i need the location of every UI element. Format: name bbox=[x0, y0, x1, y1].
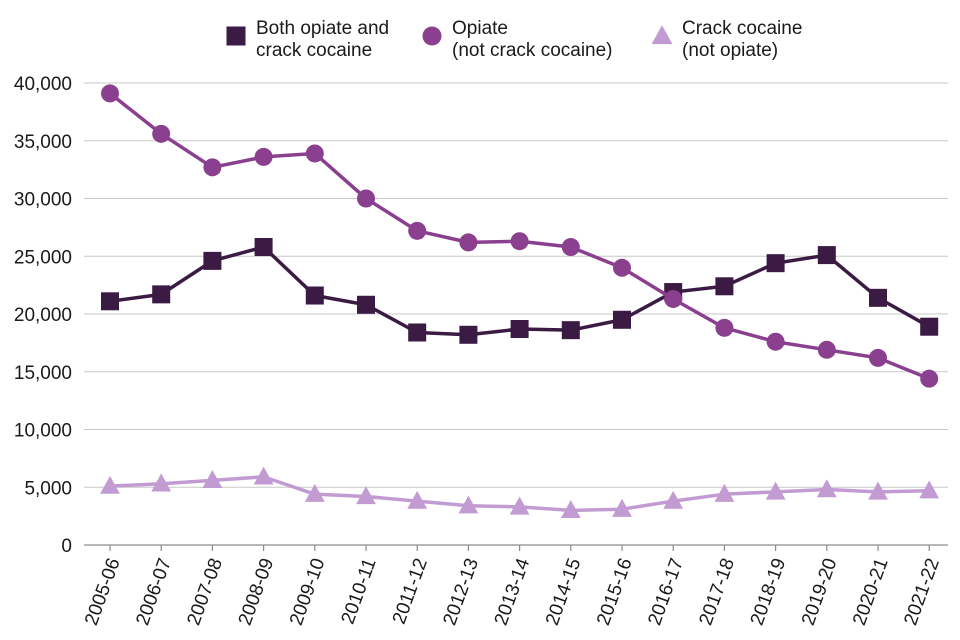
series-triangle bbox=[100, 466, 940, 519]
data-point bbox=[356, 486, 376, 505]
x-tick-label: 2014-15 bbox=[542, 556, 586, 629]
data-point bbox=[101, 292, 119, 311]
series-circle bbox=[101, 84, 939, 388]
data-point bbox=[664, 289, 683, 308]
data-point bbox=[407, 490, 428, 509]
legend-label: Opiate bbox=[452, 18, 508, 39]
x-tick-label: 2020-21 bbox=[849, 556, 893, 629]
data-point bbox=[561, 321, 580, 340]
y-tick-label: 40,000 bbox=[14, 74, 72, 95]
legend-marker-square bbox=[226, 26, 246, 46]
legend-label: (not opiate) bbox=[682, 40, 778, 61]
data-point bbox=[868, 481, 888, 500]
x-tick-label: 2019-20 bbox=[798, 556, 842, 629]
x-tick-label: 2011-12 bbox=[389, 556, 432, 627]
data-point bbox=[152, 285, 171, 304]
data-point bbox=[459, 325, 478, 344]
data-point bbox=[715, 318, 734, 337]
legend-item: Opiate(not crack cocaine) bbox=[422, 18, 613, 61]
data-point bbox=[305, 144, 324, 163]
x-tick-label: 2012-13 bbox=[440, 556, 484, 629]
y-tick-label: 20,000 bbox=[14, 305, 72, 326]
axes: 0 5,000 10,000 15,000 20,000 25,000 30,000 35,0… bbox=[14, 74, 948, 628]
legend-label: crack cocaine bbox=[256, 40, 372, 61]
data-point bbox=[663, 490, 684, 509]
x-tick-label: 2016-17 bbox=[644, 556, 688, 629]
data-point bbox=[765, 481, 786, 500]
data-point bbox=[766, 254, 785, 273]
data-point bbox=[408, 323, 427, 342]
data-point bbox=[816, 479, 837, 498]
data-point bbox=[715, 277, 734, 296]
y-tick-label: 35,000 bbox=[14, 132, 72, 153]
x-tick-label: 2017-18 bbox=[696, 556, 740, 629]
x-tick-label: 2008-09 bbox=[235, 556, 279, 629]
data-point bbox=[613, 310, 631, 329]
data-point bbox=[613, 258, 631, 277]
data-point bbox=[869, 288, 887, 307]
data-point bbox=[151, 473, 172, 492]
data-point bbox=[561, 238, 580, 257]
data-point bbox=[920, 317, 939, 336]
data-point bbox=[612, 498, 632, 517]
data-point bbox=[101, 84, 119, 103]
data-point bbox=[458, 495, 479, 514]
data-point bbox=[817, 246, 836, 265]
data-point bbox=[509, 496, 530, 515]
x-tick-label: 2013-14 bbox=[491, 555, 535, 628]
y-tick-label: 25,000 bbox=[14, 247, 72, 268]
data-point bbox=[766, 332, 785, 351]
data-point bbox=[560, 500, 581, 519]
x-tick-label: 2007-08 bbox=[184, 556, 228, 629]
data-point bbox=[254, 147, 273, 166]
data-point bbox=[152, 124, 171, 143]
data-point bbox=[254, 238, 273, 257]
data-point bbox=[357, 189, 375, 208]
legend-label: Both opiate and bbox=[256, 18, 389, 39]
data-point bbox=[357, 295, 375, 314]
data-point bbox=[919, 480, 940, 499]
x-tick-label: 2018-19 bbox=[747, 556, 791, 629]
data-point bbox=[253, 466, 274, 485]
legend-label: (not crack cocaine) bbox=[452, 40, 613, 61]
data-point bbox=[305, 286, 324, 305]
data-point bbox=[304, 483, 325, 502]
data-point bbox=[203, 251, 222, 270]
x-tick-label: 2009-10 bbox=[286, 556, 330, 629]
series-square bbox=[101, 238, 939, 344]
x-tick-label: 2021-22 bbox=[900, 556, 944, 629]
data-point bbox=[100, 475, 120, 494]
data-point bbox=[510, 320, 529, 339]
x-tick-label: 2006-07 bbox=[132, 556, 176, 629]
x-tick-label: 2015-16 bbox=[593, 556, 637, 629]
data-point bbox=[408, 221, 427, 240]
y-tick-label: 0 bbox=[61, 536, 72, 557]
series-lines bbox=[100, 84, 940, 519]
data-point bbox=[459, 233, 478, 252]
y-tick-label: 10,000 bbox=[14, 421, 72, 442]
gridlines bbox=[84, 82, 948, 488]
data-point bbox=[203, 158, 222, 177]
legend-item: Crack cocaine(not opiate) bbox=[651, 18, 802, 61]
legend-marker-circle bbox=[422, 26, 442, 46]
legend-marker-triangle bbox=[651, 25, 673, 45]
data-point bbox=[510, 232, 529, 251]
data-point bbox=[869, 348, 887, 367]
y-tick-label: 15,000 bbox=[14, 363, 72, 384]
data-point bbox=[817, 340, 836, 359]
y-tick-label: 30,000 bbox=[14, 190, 72, 211]
x-tick-label: 2010-11 bbox=[338, 556, 381, 627]
x-tick-label: 2005-06 bbox=[81, 556, 125, 629]
y-tick-label: 5,000 bbox=[24, 478, 72, 499]
data-point bbox=[920, 369, 939, 388]
data-point bbox=[202, 470, 223, 489]
data-point bbox=[714, 483, 735, 502]
legend-label: Crack cocaine bbox=[682, 18, 802, 39]
